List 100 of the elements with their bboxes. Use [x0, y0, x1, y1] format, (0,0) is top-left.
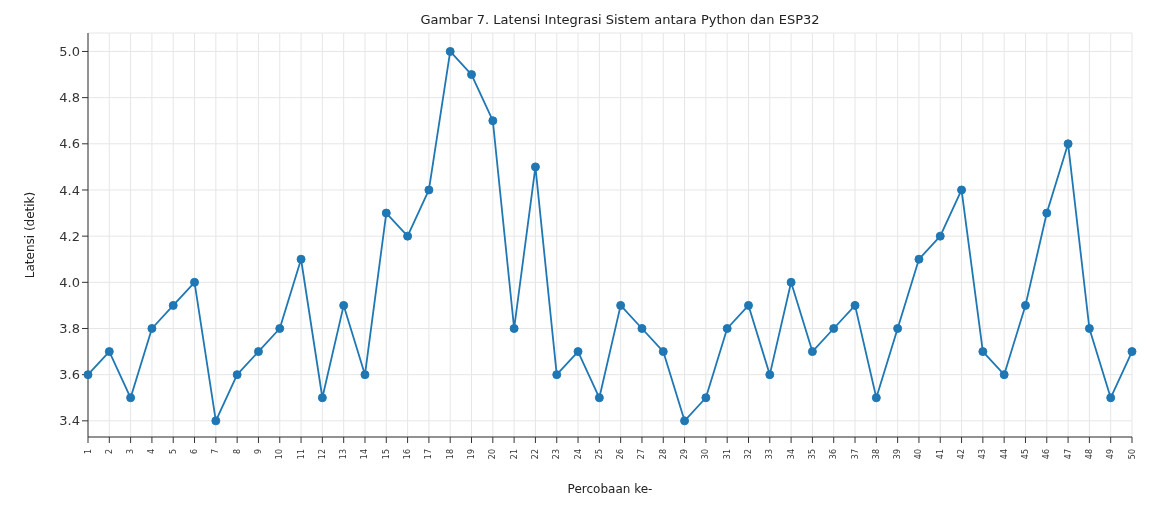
y-tick-label: 4.4	[59, 182, 80, 198]
x-tick-label: 29	[680, 449, 690, 460]
point	[253, 347, 263, 357]
x-tick-label: 16	[403, 449, 413, 460]
y-tick-label: 4.8	[59, 90, 80, 106]
x-tick-label: 21	[509, 449, 519, 460]
x-tick-label: 23	[552, 449, 562, 460]
y-tick-label: 4.0	[59, 274, 80, 290]
x-tick-label: 9	[253, 449, 263, 455]
point	[1020, 300, 1030, 310]
x-tick-label: 38	[871, 449, 881, 460]
x-tick-label: 26	[616, 449, 626, 460]
x-tick-label: 35	[807, 449, 817, 460]
x-tick-label: 27	[637, 449, 647, 460]
point	[339, 300, 349, 310]
y-tick-label: 3.6	[59, 367, 80, 383]
x-tick-label: 43	[978, 449, 988, 460]
x-tick-label: 2	[104, 449, 114, 455]
x-tick-label: 41	[935, 449, 945, 460]
point	[1063, 139, 1073, 149]
point	[999, 370, 1009, 380]
point	[403, 231, 413, 241]
point	[701, 393, 711, 403]
point	[594, 393, 604, 403]
point	[381, 208, 391, 218]
point	[914, 254, 924, 264]
point	[978, 347, 988, 357]
x-tick-label: 49	[1106, 449, 1116, 460]
x-tick-label: 45	[1020, 449, 1030, 460]
point	[126, 393, 136, 403]
point	[83, 370, 93, 380]
x-tick-label: 13	[339, 449, 349, 460]
point	[957, 185, 967, 195]
point	[509, 324, 519, 333]
x-tick-label: 18	[445, 449, 455, 460]
point	[147, 324, 157, 333]
x-tick-label: 37	[850, 449, 860, 460]
point	[637, 324, 647, 333]
chart-title: Gambar 7. Latensi Integrasi Sistem antara Python dan ESP32	[419, 11, 821, 27]
x-tick-label: 32	[743, 449, 753, 460]
y-tick-label: 4.6	[59, 136, 80, 152]
x-tick-label: 11	[296, 449, 306, 460]
x-tick-label: 46	[1042, 449, 1052, 460]
x-tick-label: 14	[360, 449, 370, 460]
y-tick-label: 4.2	[59, 228, 80, 244]
x-tick-label: 20	[488, 449, 498, 460]
x-tick-label: 15	[381, 449, 391, 460]
point	[1106, 393, 1116, 403]
x-tick-label: 3	[126, 449, 136, 455]
point	[360, 370, 370, 380]
point	[1084, 324, 1094, 333]
point	[658, 347, 668, 357]
point	[211, 416, 221, 426]
x-tick-label: 40	[914, 449, 924, 460]
x-tick-label: 42	[957, 449, 967, 460]
x-tick-label: 36	[829, 449, 839, 460]
x-tick-label: 10	[275, 449, 285, 460]
y-axis-title: Latensi (detik)	[23, 191, 38, 279]
x-tick-label: 25	[594, 449, 604, 460]
x-tick-label: 24	[573, 449, 583, 460]
point	[104, 347, 114, 357]
point	[871, 393, 881, 403]
point	[893, 324, 903, 333]
point	[829, 324, 839, 333]
x-tick-label: 19	[467, 449, 477, 460]
point	[935, 231, 945, 241]
x-tick-label: 22	[530, 449, 540, 460]
point	[765, 370, 775, 380]
x-tick-label: 44	[999, 449, 1009, 460]
x-tick-label: 28	[658, 449, 668, 460]
x-tick-label: 39	[893, 449, 903, 460]
point	[1127, 347, 1137, 357]
x-tick-label: 50	[1127, 449, 1137, 460]
point	[317, 393, 327, 403]
y-tick-label: 5.0	[59, 44, 80, 60]
point	[296, 254, 306, 264]
y-tick-label: 3.4	[59, 413, 80, 429]
x-tick-label: 1	[83, 449, 93, 455]
point	[232, 370, 242, 380]
x-tick-label: 30	[701, 449, 711, 460]
x-tick-label: 47	[1063, 449, 1073, 460]
x-tick-label: 7	[211, 449, 221, 455]
point	[1042, 208, 1052, 218]
point	[850, 300, 860, 310]
x-tick-label: 8	[232, 449, 242, 455]
x-tick-label: 12	[317, 449, 327, 460]
point	[743, 300, 753, 310]
point	[786, 277, 796, 287]
point	[488, 116, 498, 126]
x-tick-label: 4	[147, 449, 157, 455]
x-tick-label: 31	[722, 449, 732, 460]
point	[424, 185, 434, 195]
x-axis-title: Percobaan ke-	[567, 482, 653, 496]
point	[573, 347, 583, 357]
point	[552, 370, 562, 380]
x-tick-label: 48	[1084, 449, 1094, 460]
x-tick-label: 6	[190, 449, 200, 455]
point	[722, 324, 732, 333]
point	[680, 416, 690, 426]
point	[445, 46, 455, 56]
